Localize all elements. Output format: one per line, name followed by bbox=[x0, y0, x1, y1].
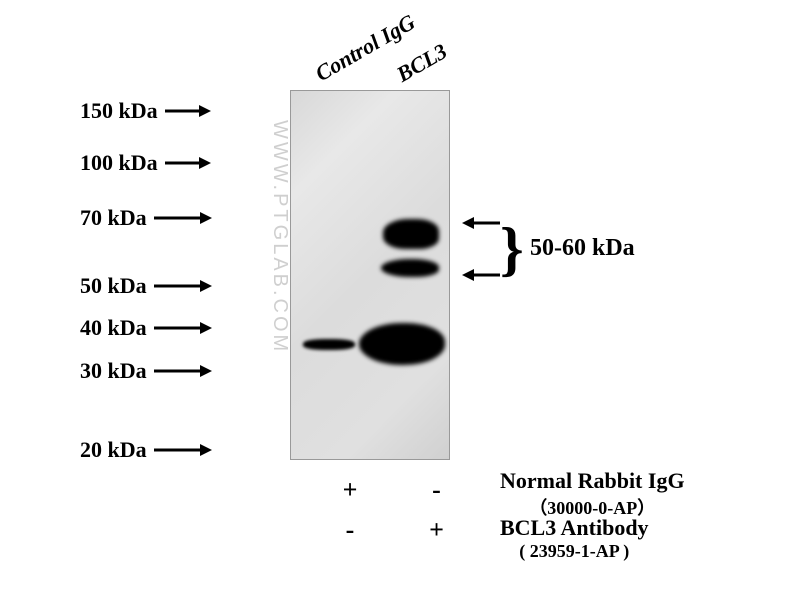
antibody-sample: BCL3 Antibody ( 23959-1-AP ) bbox=[500, 515, 649, 562]
condition-val: + bbox=[310, 475, 390, 505]
mw-marker-20: 20 kDa bbox=[80, 437, 214, 463]
condition-val: - bbox=[310, 515, 390, 545]
band-doublet-top bbox=[383, 219, 439, 249]
arrow-right-icon bbox=[152, 442, 214, 458]
watermark: WWW.PTGLAB.COM bbox=[268, 120, 291, 354]
antibody-sample-name: BCL3 Antibody bbox=[500, 515, 649, 541]
arrow-right-icon bbox=[163, 155, 213, 171]
arrow-right-icon bbox=[163, 103, 213, 119]
target-annotation bbox=[460, 215, 500, 231]
mw-label: 30 kDa bbox=[80, 358, 147, 384]
mw-marker-70: 70 kDa bbox=[80, 205, 214, 231]
arrow-left-icon bbox=[460, 267, 502, 283]
mw-marker-100: 100 kDa bbox=[80, 150, 213, 176]
mw-label: 100 kDa bbox=[80, 150, 158, 176]
condition-row-1: + - bbox=[310, 475, 477, 505]
antibody-control-name: Normal Rabbit IgG bbox=[500, 468, 685, 494]
arrow-right-icon bbox=[152, 320, 214, 336]
mw-marker-150: 150 kDa bbox=[80, 98, 213, 124]
brace-icon: } bbox=[500, 215, 524, 284]
arrow-right-icon bbox=[152, 363, 214, 379]
mw-marker-40: 40 kDa bbox=[80, 315, 214, 341]
band-igg-left bbox=[303, 339, 355, 350]
antibody-sample-cat: ( 23959-1-AP ) bbox=[500, 541, 649, 562]
blot-figure: Control IgG BCL3 WWW.PTGLAB.COM 150 kDa … bbox=[80, 20, 740, 580]
mw-label: 20 kDa bbox=[80, 437, 147, 463]
band-igg-right bbox=[359, 323, 445, 365]
band-doublet-bottom bbox=[381, 259, 439, 277]
arrow-left-icon bbox=[460, 215, 502, 231]
target-annotation-2 bbox=[460, 267, 500, 283]
condition-row-2: - + bbox=[310, 515, 477, 545]
target-band-label: 50-60 kDa bbox=[530, 235, 635, 262]
mw-marker-50: 50 kDa bbox=[80, 273, 214, 299]
antibody-control: Normal Rabbit IgG （30000-0-AP） bbox=[500, 468, 685, 520]
mw-label: 150 kDa bbox=[80, 98, 158, 124]
condition-val: - bbox=[397, 475, 477, 505]
arrow-right-icon bbox=[152, 278, 214, 294]
condition-val: + bbox=[397, 515, 477, 545]
mw-marker-30: 30 kDa bbox=[80, 358, 214, 384]
arrow-right-icon bbox=[152, 210, 214, 226]
mw-label: 70 kDa bbox=[80, 205, 147, 231]
lane-label-sample: BCL3 bbox=[392, 38, 452, 87]
mw-label: 40 kDa bbox=[80, 315, 147, 341]
western-blot bbox=[290, 90, 450, 460]
mw-label: 50 kDa bbox=[80, 273, 147, 299]
